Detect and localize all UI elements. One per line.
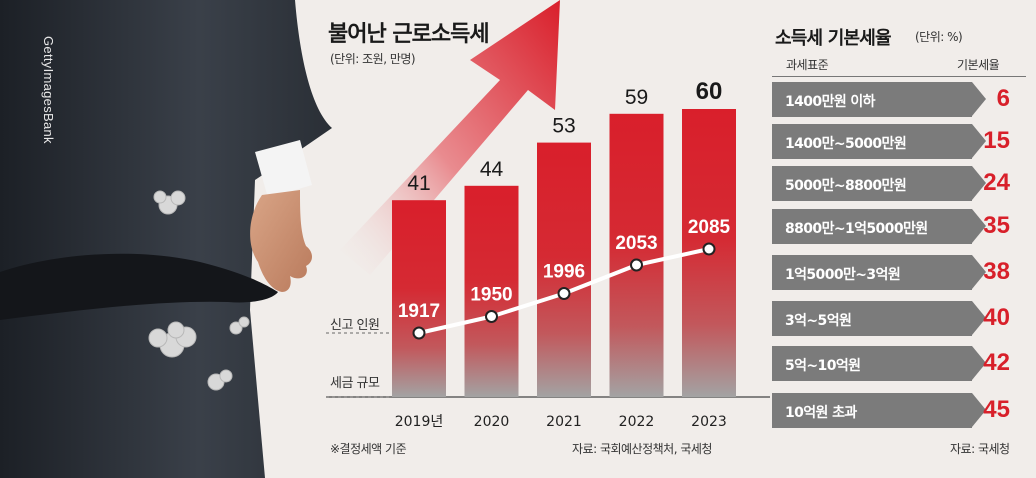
bar: [464, 185, 519, 397]
suit-figure: [0, 0, 332, 478]
bar: [537, 142, 591, 397]
rate-value: 6: [996, 85, 1010, 112]
watermark: GettyImagesBank: [41, 36, 56, 144]
filers-point: [702, 242, 716, 256]
bracket-header: 과세표준: [786, 58, 829, 72]
dust-icon: [148, 190, 250, 391]
rate-row: 5000만~8800만원 24: [772, 166, 1026, 201]
hand: [250, 190, 312, 292]
filers-value-label: 2085: [688, 217, 731, 238]
bracket-label: 5억~10억원: [785, 358, 861, 374]
bar-value-label: 59: [625, 86, 648, 109]
chart-source: 자료: 국회예산정책처, 국세청: [572, 442, 712, 456]
bar-value-label: 44: [480, 158, 504, 181]
filers-point: [557, 287, 571, 300]
rate-row: 3억~5억원 40: [772, 301, 1026, 336]
rate-value: 40: [983, 304, 1010, 331]
filers-label: 신고 인원: [330, 318, 380, 333]
rate-row: 8800만~1억5000만원 35: [772, 209, 1026, 244]
bar: [392, 200, 446, 397]
filers-value-label: 1917: [398, 301, 440, 322]
bar-value-label: 60: [696, 78, 723, 105]
rate-value: 38: [983, 258, 1010, 285]
x-tick-label: 2019년: [395, 414, 444, 430]
bracket-label: 1억5000만~3억원: [785, 267, 901, 283]
filers-point: [485, 310, 498, 323]
filers-value-label: 2053: [615, 233, 657, 254]
x-tick-label: 2023: [691, 414, 727, 430]
rate-table-unit: (단위: %): [915, 30, 963, 44]
rate-value: 15: [983, 127, 1010, 154]
rate-row: 10억원 초과 45: [772, 393, 1026, 428]
header-divider: [772, 76, 1026, 77]
bracket-label: 8800만~1억5000만원: [785, 221, 928, 237]
bracket-label: 1400만~5000만원: [785, 136, 907, 152]
filers-point: [630, 258, 643, 272]
bracket-label: 1400만원 이하: [785, 94, 876, 110]
filers-value-label: 1996: [543, 262, 585, 283]
chart-unit: (단위: 조원, 만명): [330, 52, 416, 66]
filers-point: [412, 326, 426, 340]
bracket-label: 5000만~8800만원: [785, 178, 907, 194]
rate-table-source: 자료: 국세청: [950, 442, 1010, 456]
bar-value-label: 41: [407, 172, 430, 195]
empty-pocket: [0, 253, 278, 320]
rate-value: 24: [983, 169, 1010, 196]
rate-row: 1400만원 이하 6: [772, 82, 1026, 117]
bracket-label: 3억~5억원: [785, 313, 852, 329]
tax-label: 세금 규모: [330, 376, 380, 391]
filers-value-label: 1950: [470, 285, 512, 306]
bar-value-label: 53: [552, 115, 575, 138]
rate-value: 35: [983, 212, 1010, 239]
rate-value: 45: [983, 396, 1010, 423]
bracket-label: 10억원 초과: [785, 405, 857, 421]
rate-row: 5억~10억원 42: [772, 346, 1026, 381]
x-tick-label: 2021: [546, 414, 582, 430]
x-tick-label: 2022: [619, 414, 655, 430]
rate-row: 1억5000만~3억원 38: [772, 255, 1026, 290]
x-tick-label: 2020: [474, 414, 510, 430]
rate-header: 기본세율: [957, 58, 1000, 72]
footnote: ※결정세액 기준: [330, 442, 407, 456]
bar: [609, 113, 664, 398]
rate-row: 1400만~5000만원 15: [772, 124, 1026, 159]
chart-title: 불어난 근로소득세: [328, 22, 490, 47]
rate-value: 42: [983, 349, 1010, 376]
rate-table-title: 소득세 기본세율: [775, 28, 892, 49]
